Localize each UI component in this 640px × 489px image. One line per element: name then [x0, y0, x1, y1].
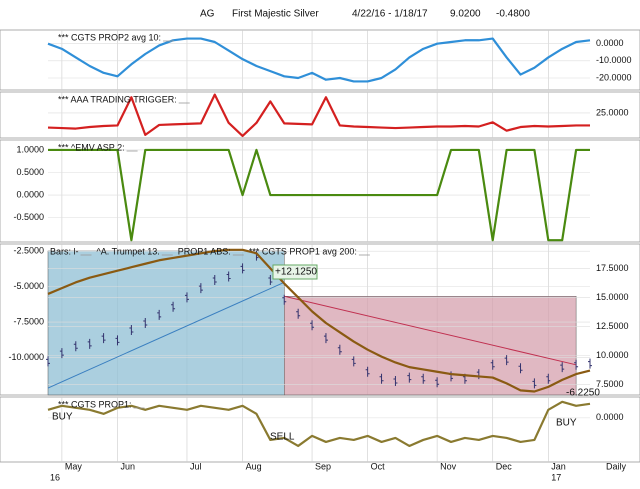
y-tick-label: 15.0000: [596, 292, 629, 302]
signal-label: BUY: [556, 418, 577, 429]
price-bar: [226, 271, 231, 282]
price-bar: [296, 308, 301, 319]
price-bar: [560, 362, 565, 373]
year-label: 17: [551, 472, 561, 482]
legend-label: *** CGTS PROP1 avg 200:: [249, 246, 357, 256]
price-bar: [59, 348, 64, 359]
price-bar: [407, 372, 412, 383]
x-tick-label: Dec: [496, 461, 513, 471]
price-bar: [323, 333, 328, 344]
y-tick-label: 0.0000: [596, 38, 624, 48]
last-price: 9.0200: [450, 9, 481, 20]
pane-frame: [0, 91, 640, 139]
price-bar: [532, 378, 537, 389]
price-bar: [268, 275, 273, 286]
y-tick-label: -2.5000: [13, 246, 44, 256]
y-tick-label: 1.0000: [16, 144, 44, 154]
price-bar: [212, 275, 217, 286]
date-range: 4/22/16 - 1/18/17: [352, 9, 428, 20]
security-name: First Majestic Silver: [232, 9, 319, 20]
annotation: +12.1250: [275, 267, 317, 278]
price-bar: [379, 373, 384, 384]
price-change: -0.4800: [496, 9, 530, 20]
price-bar: [101, 333, 106, 344]
trend-line: [284, 295, 577, 366]
y-tick-label: -7.5000: [13, 316, 44, 326]
price-bar: [365, 366, 370, 377]
price-bar: [282, 294, 287, 305]
y-tick-label: -20.0000: [596, 72, 632, 82]
price-bar: [421, 373, 426, 384]
x-tick-label: Nov: [440, 461, 457, 471]
x-tick-label: May: [65, 461, 83, 471]
price-bar: [588, 358, 592, 369]
price-bar: [129, 324, 134, 335]
price-bar: [504, 355, 509, 366]
trend-line: [47, 281, 285, 389]
y-tick-label: 17.5000: [596, 263, 629, 273]
price-bar: [143, 317, 148, 328]
legend-label: *** CGTS PROP2 avg 10:: [58, 32, 161, 42]
price-bar: [310, 320, 315, 331]
legend-label: *** ^EMV ASP 2:: [58, 142, 125, 152]
symbol: AG: [200, 9, 215, 20]
legend-label: *** CGTS PROP1:: [58, 399, 132, 409]
price-bar: [574, 359, 579, 370]
series-line: [47, 37, 591, 83]
price-bar: [240, 263, 245, 274]
pane-frame: [0, 29, 640, 91]
y-tick-label: 0.5000: [16, 167, 44, 177]
legend-label: *** AAA TRADING TRIGGER:: [58, 94, 177, 104]
price-bar: [115, 335, 120, 346]
series-line: [47, 248, 591, 393]
period-label: Daily: [606, 461, 627, 471]
price-bar: [184, 292, 189, 303]
x-tick-label: Jun: [120, 461, 135, 471]
x-tick-label: Oct: [371, 461, 386, 471]
price-bar: [198, 283, 203, 294]
y-tick-label: -0.5000: [13, 212, 44, 222]
y-tick-label: 25.0000: [596, 107, 629, 117]
signal-label: BUY: [52, 412, 73, 423]
annotation: -6.2250: [566, 388, 600, 399]
y-tick-label: 7.5000: [596, 379, 624, 389]
x-tick-label: Jan: [551, 461, 566, 471]
price-bar: [73, 341, 78, 352]
annotation-box: [272, 264, 318, 280]
y-tick-label: 10.0000: [596, 350, 629, 360]
y-tick-label: 12.5000: [596, 321, 629, 331]
legend-label: PROP1 ABS:: [178, 246, 231, 256]
price-bar: [518, 363, 523, 374]
y-tick-label: -10.0000: [8, 352, 44, 362]
price-bar: [435, 377, 440, 388]
price-bar: [393, 376, 398, 387]
signal-label: SELL: [270, 432, 295, 443]
price-bar: [46, 356, 50, 367]
trade-zone: [284, 296, 577, 396]
legend-label: Bars: l-: [50, 246, 79, 256]
x-tick-label: Jul: [190, 461, 202, 471]
y-tick-label: 0.0000: [596, 412, 624, 422]
price-bar: [351, 356, 356, 367]
price-bar: [337, 344, 342, 355]
trade-zone: [47, 250, 285, 396]
x-tick-label: Sep: [315, 461, 331, 471]
y-tick-label: -10.0000: [596, 55, 632, 65]
series-line: [48, 148, 590, 242]
price-bar: [490, 359, 495, 370]
price-bar: [546, 373, 551, 384]
x-tick-label: Aug: [246, 461, 262, 471]
pane-frame: [0, 139, 640, 243]
legend-label: ^A. Trumpet 13.: [97, 246, 160, 256]
year-label: 16: [50, 472, 60, 482]
series-line: [47, 93, 590, 138]
price-bar: [87, 338, 92, 349]
y-tick-label: 0.0000: [16, 189, 44, 199]
y-tick-label: -5.0000: [13, 281, 44, 291]
price-bar: [171, 301, 176, 312]
pane-frame: [0, 396, 640, 463]
price-bar: [157, 309, 162, 320]
